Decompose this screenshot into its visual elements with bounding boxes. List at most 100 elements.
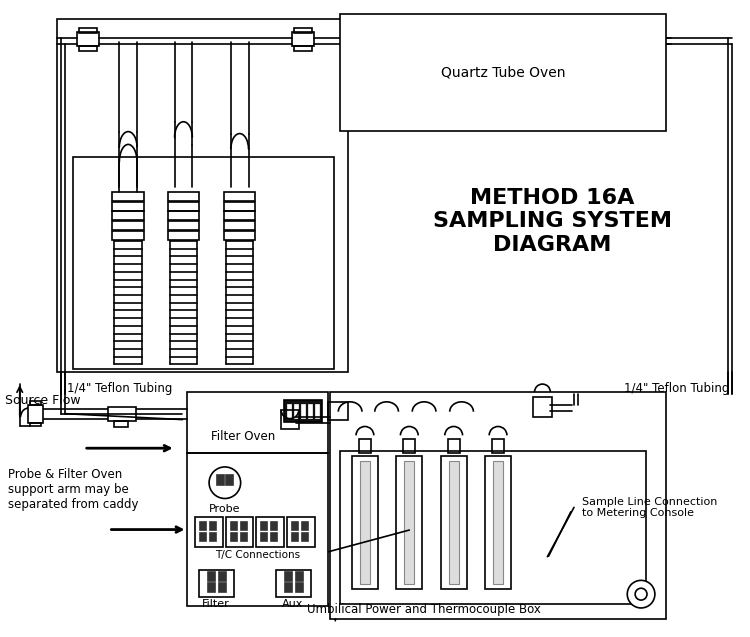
Text: Probe: Probe — [209, 505, 241, 515]
Bar — [294, 404, 298, 418]
Bar — [285, 583, 292, 592]
Text: Umbilical Power and Thermocouple Box: Umbilical Power and Thermocouple Box — [308, 603, 541, 616]
Bar — [261, 533, 267, 541]
Bar — [168, 221, 200, 230]
Bar — [532, 397, 552, 417]
Bar — [448, 461, 458, 584]
Bar — [284, 400, 322, 422]
Bar — [231, 533, 237, 541]
Bar — [224, 211, 256, 220]
Bar — [219, 583, 226, 592]
Bar — [226, 517, 254, 547]
Bar — [109, 407, 136, 420]
Bar — [308, 404, 312, 418]
Bar — [294, 28, 312, 33]
Bar — [340, 14, 666, 131]
Bar — [112, 221, 144, 230]
Bar — [294, 46, 312, 51]
Text: METHOD 16A
SAMPLING SYSTEM
DIAGRAM: METHOD 16A SAMPLING SYSTEM DIAGRAM — [433, 188, 672, 255]
Bar — [29, 422, 41, 427]
Bar — [397, 456, 422, 589]
Bar — [188, 392, 328, 453]
Bar — [77, 32, 99, 46]
Bar — [112, 211, 144, 220]
Text: Filter: Filter — [202, 599, 229, 609]
Bar — [302, 533, 307, 541]
Bar — [231, 522, 237, 530]
Bar — [115, 420, 128, 427]
Bar — [168, 202, 200, 210]
Bar — [200, 522, 206, 530]
Bar — [79, 46, 97, 51]
Bar — [112, 192, 144, 201]
Bar — [241, 533, 247, 541]
Bar — [630, 28, 648, 33]
Bar — [79, 28, 97, 33]
Bar — [292, 32, 314, 46]
Bar — [404, 461, 414, 584]
Bar — [57, 19, 348, 372]
Bar — [195, 517, 223, 547]
Bar — [630, 46, 648, 51]
Bar — [200, 569, 234, 597]
Bar — [112, 231, 144, 240]
Bar — [188, 453, 328, 606]
Bar — [256, 517, 284, 547]
Bar — [261, 522, 267, 530]
Bar — [296, 583, 303, 592]
Bar — [292, 533, 298, 541]
Bar — [360, 461, 370, 584]
Bar — [331, 392, 666, 619]
Bar — [292, 522, 298, 530]
Bar — [73, 157, 334, 369]
Bar — [224, 221, 256, 230]
Bar — [485, 456, 511, 589]
Bar — [328, 402, 348, 420]
Bar — [28, 404, 44, 422]
Bar — [628, 32, 650, 46]
Bar — [272, 533, 278, 541]
Circle shape — [635, 588, 647, 600]
Bar — [29, 401, 41, 404]
Bar — [340, 451, 646, 604]
Bar — [168, 231, 200, 240]
Bar — [287, 517, 314, 547]
Bar — [285, 573, 292, 582]
Bar — [208, 583, 215, 592]
Bar — [168, 192, 200, 201]
Text: Sample Line Connection
to Metering Console: Sample Line Connection to Metering Conso… — [582, 497, 717, 518]
Bar — [219, 573, 226, 582]
Bar — [301, 404, 304, 418]
Text: Aux: Aux — [282, 599, 304, 609]
Bar — [224, 231, 256, 240]
Text: Quartz Tube Oven: Quartz Tube Oven — [441, 66, 566, 80]
Circle shape — [209, 467, 241, 499]
Bar — [296, 573, 303, 582]
Bar — [210, 522, 216, 530]
Bar — [287, 404, 291, 418]
Bar — [210, 533, 216, 541]
Text: 1/4" Teflon Tubing: 1/4" Teflon Tubing — [625, 382, 730, 395]
Bar — [276, 569, 310, 597]
Bar — [217, 475, 224, 485]
Bar — [302, 522, 307, 530]
Circle shape — [627, 580, 655, 608]
Bar — [404, 440, 416, 453]
Bar — [352, 456, 378, 589]
Bar — [359, 440, 370, 453]
Bar — [226, 475, 232, 485]
Bar — [224, 202, 256, 210]
Text: Source Flow: Source Flow — [5, 394, 80, 407]
Text: Filter Oven: Filter Oven — [211, 430, 275, 443]
Bar — [314, 404, 319, 418]
Bar — [441, 456, 466, 589]
Bar — [494, 461, 503, 584]
Bar — [224, 192, 256, 201]
Bar — [272, 522, 278, 530]
Bar — [281, 410, 298, 429]
Bar — [492, 440, 504, 453]
Bar — [448, 440, 460, 453]
Text: 1/4" Teflon Tubing: 1/4" Teflon Tubing — [67, 382, 172, 395]
Bar — [200, 533, 206, 541]
Text: Probe & Filter Oven
support arm may be
separated from caddy: Probe & Filter Oven support arm may be s… — [8, 468, 139, 511]
